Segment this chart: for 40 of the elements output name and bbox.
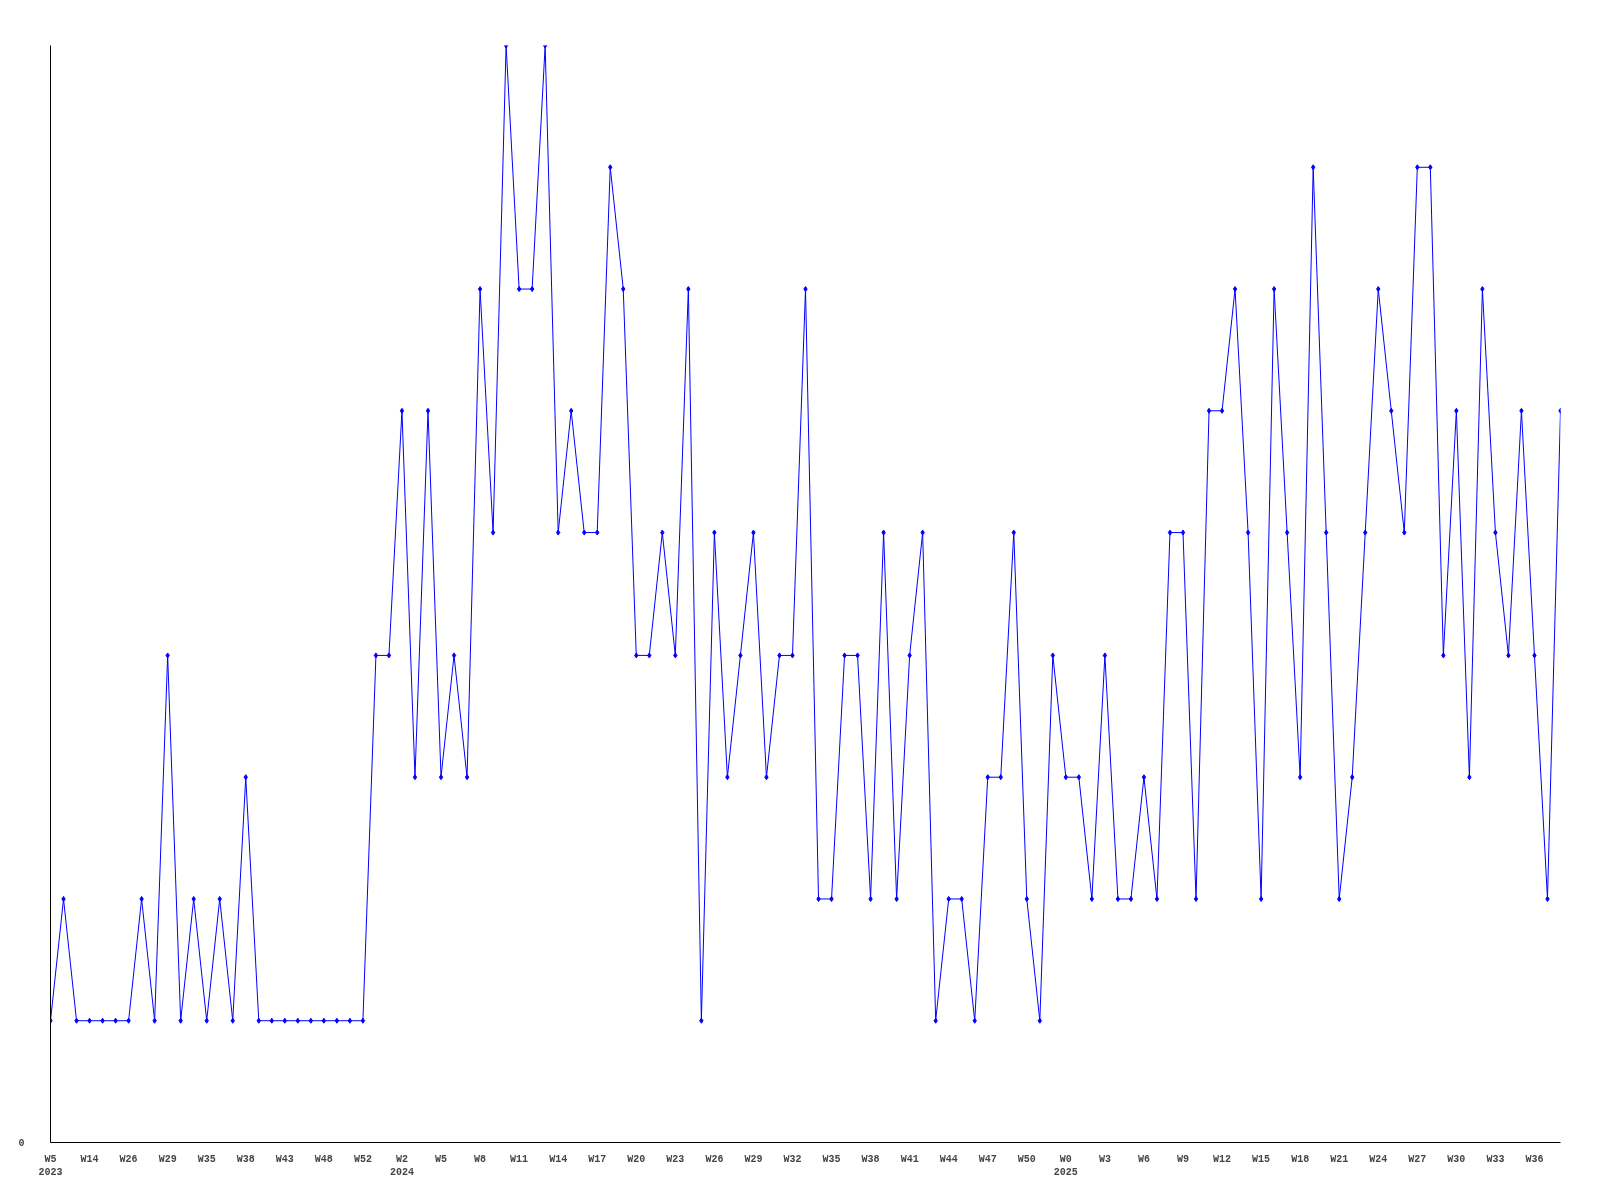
x-tick-label: W38 [236,1153,255,1165]
x-tick-label: W11 [510,1153,529,1165]
x-tick-label: W18 [1291,1153,1310,1165]
x-tick-label: W43 [275,1153,294,1165]
x-tick-label: W32 [783,1153,802,1165]
x-tick-label: W41 [900,1153,919,1165]
x-tick-label: W20 [627,1153,646,1165]
x-tick-label: W26 [119,1153,138,1165]
x-tick-label: W29 [744,1153,763,1165]
x-tick-label: W35 [822,1153,841,1165]
x-tick-label: W38 [861,1153,880,1165]
x-tick-label: W23 [666,1153,685,1165]
x-tick-label: W21 [1330,1153,1349,1165]
x-tick-label: W5 2023 [38,1153,63,1178]
x-tick-label: W6 [1137,1153,1150,1165]
x-tick-label: W0 2025 [1053,1153,1078,1178]
x-tick-label: W8 [474,1153,487,1165]
x-tick-label: W48 [314,1153,333,1165]
x-tick-label: W52 [353,1153,372,1165]
text: 0 [18,1138,25,1149]
x-tick-label: W17 [588,1153,607,1165]
x-tick-label: W14 [549,1153,568,1165]
x-tick-label: W14 [80,1153,99,1165]
x-tick-label: W47 [978,1153,997,1165]
x-tick-label: W29 [158,1153,177,1165]
x-tick-label: W30 [1447,1153,1466,1165]
x-tick-label: W3 [1098,1153,1111,1165]
x-tick-label: W26 [705,1153,724,1165]
x-tick-label: W36 [1525,1153,1544,1165]
x-tick-label: W12 [1213,1153,1232,1165]
x-tick-label: W5 [435,1153,448,1165]
x-tick-label: W2 2024 [389,1153,414,1178]
x-tick-label: W15 [1252,1153,1271,1165]
x-tick-label: W9 [1177,1153,1190,1165]
x-tick-label: W24 [1369,1153,1388,1165]
x-tick-label: W44 [939,1153,958,1165]
x-tick-label: W50 [1017,1153,1036,1165]
x-tick-label: W35 [197,1153,216,1165]
x-tick-label: W33 [1486,1153,1505,1165]
x-tick-label: W27 [1408,1153,1427,1165]
